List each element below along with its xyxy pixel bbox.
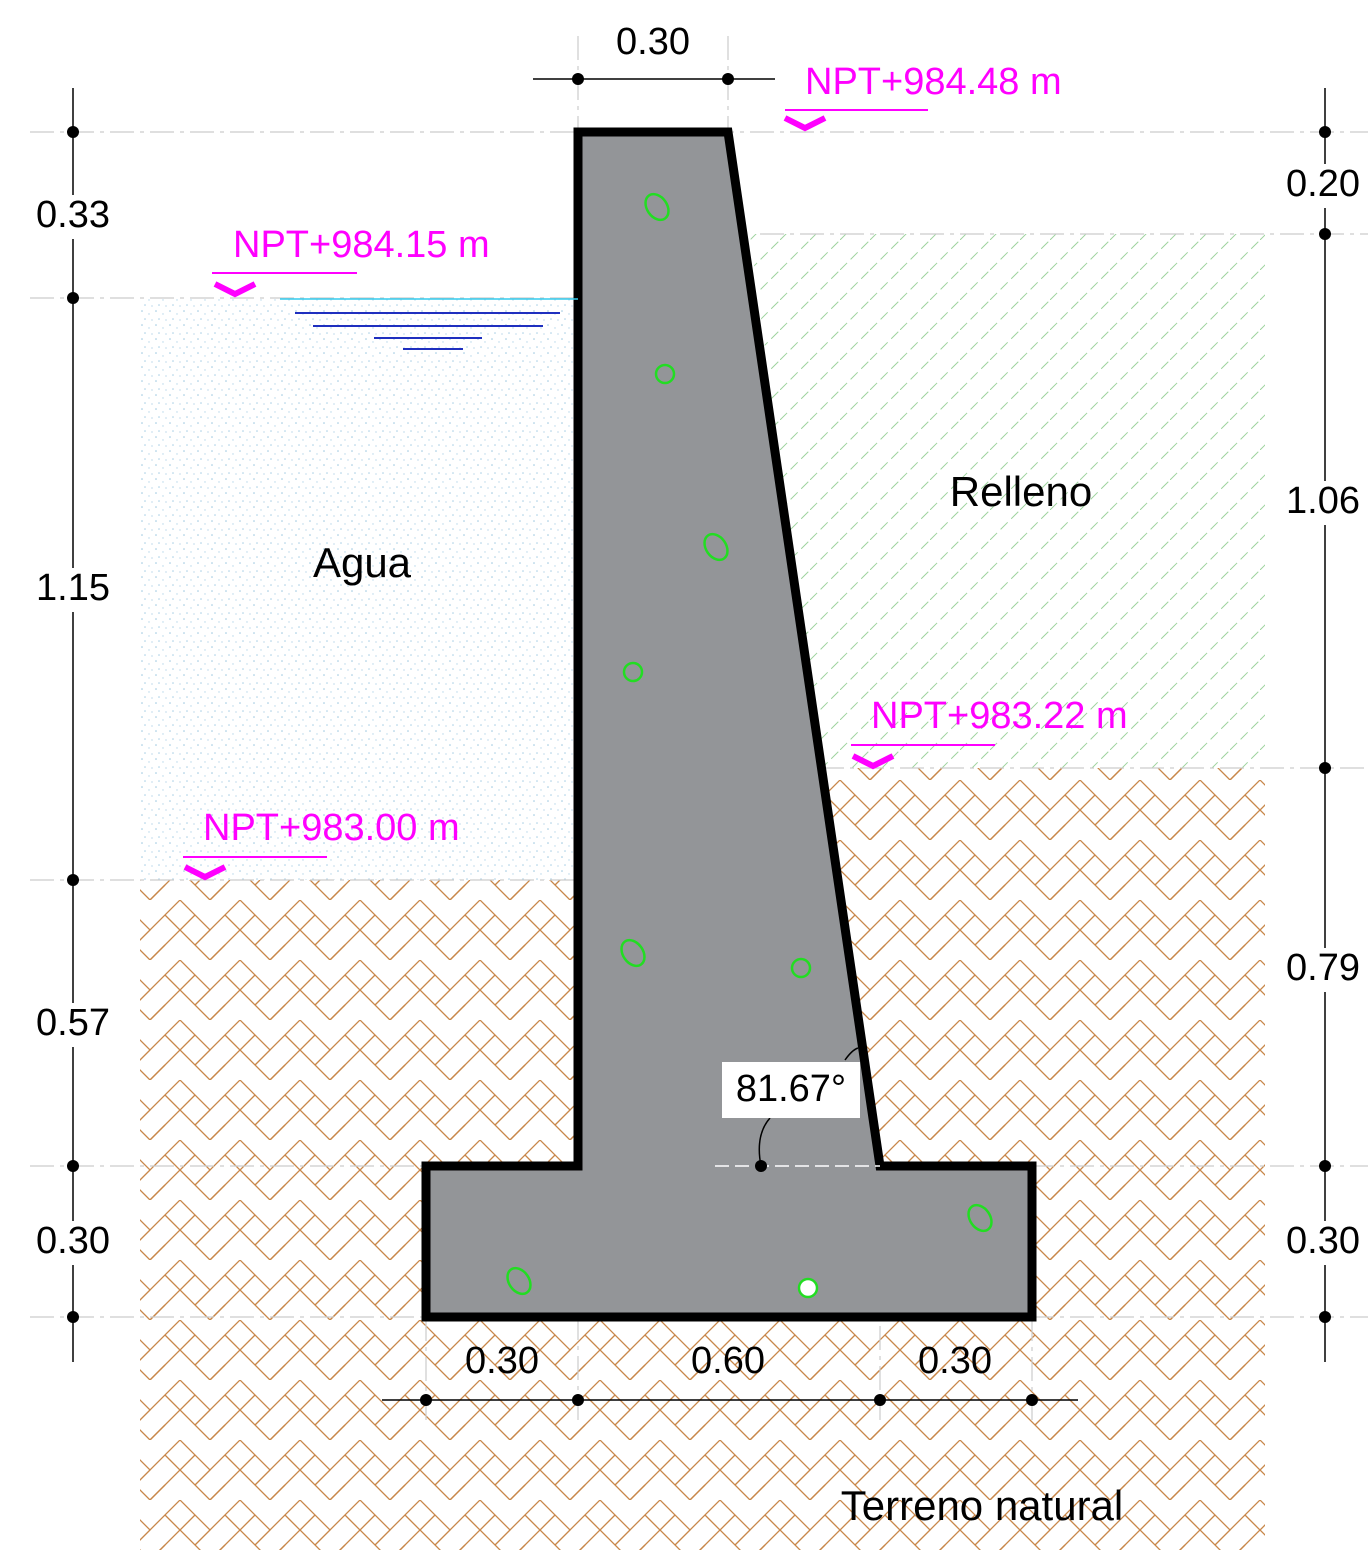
water-area [140,298,578,880]
dim-label: 1.06 [1286,480,1360,522]
level-label: NPT+983.00 m [203,807,460,849]
region-label: Agua [313,539,412,586]
region-label: Relleno [950,468,1092,515]
dimension-lines [67,73,1331,1406]
dim-label: 0.30 [918,1340,992,1382]
dim-label: 1.15 [36,567,110,609]
angle-label: 81.67° [736,1068,846,1110]
level-label: NPT+984.15 m [233,224,490,266]
dim-label: 0.20 [1286,163,1360,205]
region-label: Terreno natural [841,1482,1124,1529]
dim-label: 0.30 [36,1220,110,1262]
angle-annotation: 81.67° [715,1047,880,1172]
dim-label: 0.30 [465,1340,539,1382]
dim-label: 0.30 [1286,1220,1360,1262]
dimension-labels: 0.30 0.33 1.15 0.57 0.30 0.20 1.06 0.79 … [30,21,1368,1382]
fill-hatch [750,234,1265,768]
dim-label: 0.30 [616,21,690,63]
level-markers [183,109,995,881]
dim-label: 0.57 [36,1002,110,1044]
water-level-symbol [280,298,578,350]
level-label: NPT+984.48 m [805,61,1062,103]
dim-label: 0.79 [1286,947,1360,989]
retaining-wall [421,127,1037,1322]
dim-label: 0.33 [36,194,110,236]
aggregate-marks [506,192,993,1299]
dim-label: 0.60 [691,1340,765,1382]
level-label: NPT+983.22 m [871,695,1128,737]
